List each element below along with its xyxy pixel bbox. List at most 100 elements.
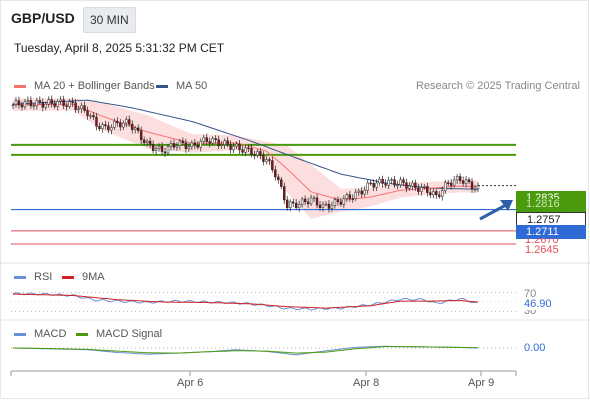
candle-body [438,194,441,197]
candle-body [178,140,182,147]
candle-body [199,141,203,148]
candle-body [47,99,50,105]
x-tick-apr8: Apr 8 [353,377,380,389]
candle-body [348,194,352,199]
candle-body [441,190,444,197]
candle-body [133,127,137,131]
candle-body [175,145,179,148]
candle-body [14,100,18,106]
candle-body [393,179,396,186]
price-label-current: 1.2757 [516,212,586,226]
credit-text: Research © 2025 Trading Central [415,80,580,92]
candle-body [449,182,453,186]
candle-body [306,201,310,205]
candle-body [280,179,283,187]
candle-body [68,101,71,107]
candle-body [414,182,417,189]
candle-body [41,101,45,108]
candle-body [303,198,307,203]
candle-body [98,126,101,130]
candle-body [214,138,217,140]
candle-body [452,179,456,186]
legend-macd-signal[interactable]: MACD Signal [76,328,162,340]
rsi-ma-line [13,293,479,309]
candle-body [470,181,474,190]
candle-body [125,119,128,124]
legend-9ma[interactable]: 9MA [62,271,105,283]
candle-body [336,199,340,203]
candle-body [345,194,349,199]
candle-body [196,144,200,148]
macd-signal-line [13,346,479,354]
candle-body [268,159,271,161]
candle-body [26,100,30,102]
candle-body [476,185,480,190]
candle-body [271,160,274,171]
legend-macd[interactable]: MACD [14,328,66,340]
candle-body [142,139,146,144]
candle-body [71,101,74,104]
candle-body [77,108,80,111]
candle-body [92,115,95,118]
candle-body [104,124,107,127]
candle-body [110,127,113,131]
candle-body [35,100,39,106]
candle-body [300,198,304,205]
macd-current-value: 0.00 [524,342,546,354]
candle-body [467,179,471,183]
candle-body [354,191,358,200]
candle-body [291,201,295,204]
candle-body [101,124,104,130]
candle-body [154,148,158,151]
candle-body [473,188,477,191]
forecast-arrowhead [500,200,513,211]
legend-ma50[interactable]: MA 50 [156,80,207,92]
candle-body [378,178,381,184]
legend-rsi[interactable]: RSI [14,271,52,283]
candle-body [283,186,286,201]
candle-body [363,190,366,195]
candle-body [443,182,447,191]
candle-body [223,140,226,145]
symbol-title: GBP/USD [11,10,75,26]
candle-body [247,147,250,150]
x-tick-apr9: Apr 9 [468,377,495,389]
candle-body [396,184,399,187]
candle-body [312,197,316,200]
candle-body [172,143,176,148]
candle-body [235,143,238,147]
candle-body [387,179,390,186]
candle-body [136,127,140,131]
candle-body [330,205,334,209]
candle-body [250,148,253,155]
candle-body [455,176,459,181]
candle-body [423,186,426,188]
candle-body [461,180,465,184]
candle-body [169,143,173,147]
candle-body [294,202,298,208]
candle-body [56,101,59,107]
macd-swatch [14,332,26,336]
candle-body [426,186,429,193]
candle-body [297,204,301,208]
legend-macd-label: MACD [34,328,67,340]
candle-body [327,203,331,209]
candle-body [131,123,134,131]
candle-body [86,110,89,116]
timeframe-button[interactable]: 30 MIN [83,7,136,33]
rsi-level-70: 70 [524,288,537,300]
legend-ma20[interactable]: MA 20 + Bollinger Bands [14,80,155,92]
candle-body [74,102,77,110]
candle-body [253,154,256,156]
candle-body [65,105,68,107]
candle-body [113,121,116,128]
candle-body [202,137,205,142]
candle-body [17,100,21,106]
candle-body [446,182,450,184]
candle-body [187,146,191,149]
rsi-level-30: 30 [524,310,537,317]
candle-body [44,103,48,108]
candle-body [29,100,33,107]
